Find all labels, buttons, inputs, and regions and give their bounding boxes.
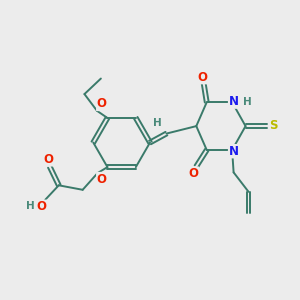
Text: O: O — [97, 98, 107, 110]
Text: O: O — [197, 70, 207, 84]
Text: O: O — [97, 172, 107, 185]
Text: O: O — [43, 153, 53, 166]
Text: N: N — [229, 95, 238, 108]
Text: N: N — [229, 145, 238, 158]
Text: H: H — [153, 118, 162, 128]
Text: S: S — [269, 119, 278, 132]
Text: O: O — [188, 167, 198, 180]
Text: H: H — [243, 97, 252, 106]
Text: H: H — [26, 201, 35, 211]
Text: O: O — [37, 200, 47, 213]
